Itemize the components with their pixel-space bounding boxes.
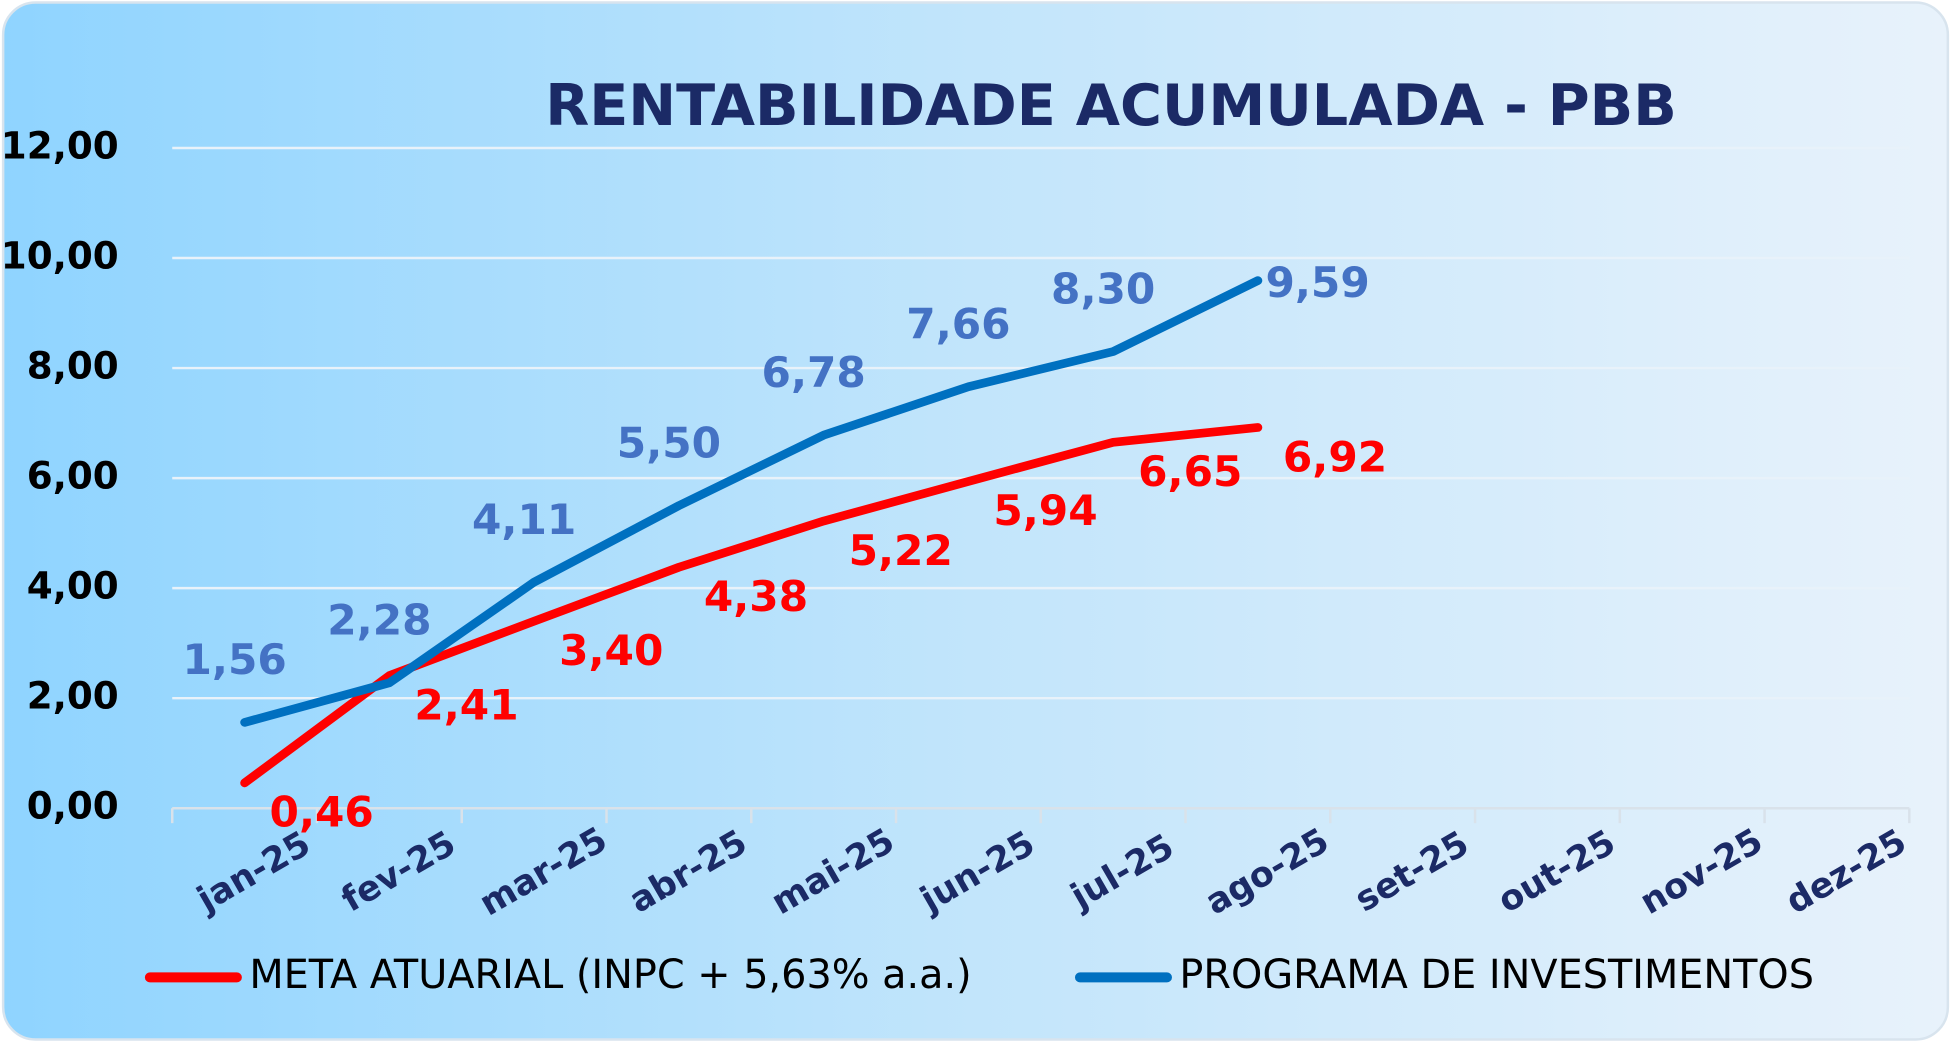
data-label: 1,56 — [183, 635, 287, 684]
y-tick-label: 4,00 — [27, 564, 119, 608]
y-tick-label: 6,00 — [27, 454, 119, 498]
data-label: 8,30 — [1051, 264, 1155, 313]
data-label: 7,66 — [906, 300, 1010, 349]
y-tick-label: 8,00 — [27, 344, 119, 388]
legend-label: META ATUARIAL (INPC + 5,63% a.a.) — [249, 952, 971, 998]
data-label: 6,92 — [1283, 432, 1387, 481]
y-tick-label: 2,00 — [27, 674, 119, 718]
data-label: 4,38 — [704, 572, 808, 621]
legend-label: PROGRAMA DE INVESTIMENTOS — [1179, 952, 1814, 998]
data-label: 5,22 — [849, 526, 953, 575]
data-label: 6,78 — [762, 348, 866, 397]
data-label: 5,94 — [993, 486, 1097, 535]
data-label: 9,59 — [1265, 258, 1369, 307]
data-label: 3,40 — [559, 626, 663, 675]
data-label: 6,65 — [1138, 447, 1242, 496]
data-label: 0,46 — [270, 788, 374, 837]
y-tick-label: 0,00 — [27, 784, 119, 828]
y-tick-label: 10,00 — [1, 234, 119, 278]
data-label: 5,50 — [617, 418, 721, 467]
data-label: 2,41 — [414, 680, 518, 729]
y-tick-label: 12,00 — [1, 123, 119, 167]
line-series — [240, 276, 1263, 727]
data-label: 2,28 — [327, 596, 431, 645]
chart-title: RENTABILIDADE ACUMULADA - PBB — [545, 73, 1677, 139]
data-label: 4,11 — [472, 495, 576, 544]
